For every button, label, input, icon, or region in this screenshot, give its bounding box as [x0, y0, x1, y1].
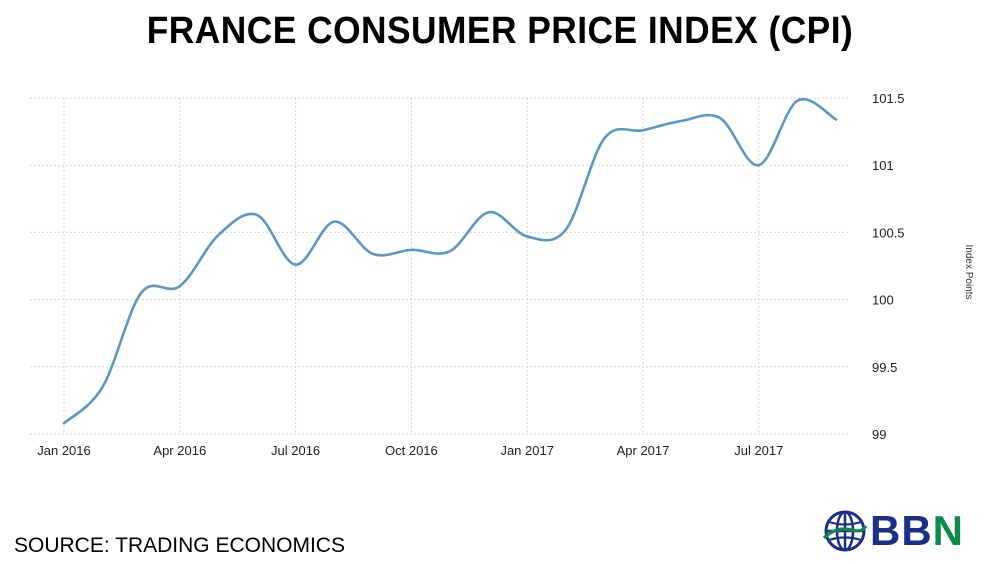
y-tick-label: 101.5	[872, 91, 905, 106]
x-tick-label: Oct 2016	[385, 443, 438, 458]
y-axis: 99 99.5 100 100.5 101 101.5	[872, 91, 905, 442]
x-tick-label: Apr 2017	[617, 443, 670, 458]
x-tick-label: Jan 2016	[37, 443, 91, 458]
y-tick-label: 100	[872, 293, 894, 308]
chart-title: FRANCE CONSUMER PRICE INDEX (CPI)	[146, 10, 854, 52]
cpi-series-line	[62, 97, 838, 425]
y-axis-label: Index Points	[963, 244, 974, 299]
x-tick-label: Jul 2017	[734, 443, 783, 458]
y-tick-label: 101	[872, 158, 894, 173]
x-axis: Jan 2016 Apr 2016 Jul 2016 Oct 2016 Jan 2017…	[37, 443, 783, 458]
y-tick-label: 99.5	[872, 360, 897, 375]
logo-text: BBN	[870, 507, 965, 554]
x-tick-label: Apr 2016	[153, 443, 206, 458]
y-tick-label: 99	[872, 427, 886, 442]
globe-icon	[822, 510, 868, 552]
bbn-logo: BBN	[822, 508, 964, 554]
gridlines	[30, 97, 850, 435]
x-tick-label: Jul 2016	[271, 443, 320, 458]
source-caption: SOURCE: TRADING ECONOMICS	[14, 534, 345, 557]
y-tick-label: 100.5	[872, 225, 905, 240]
x-tick-label: Jan 2017	[500, 443, 554, 458]
